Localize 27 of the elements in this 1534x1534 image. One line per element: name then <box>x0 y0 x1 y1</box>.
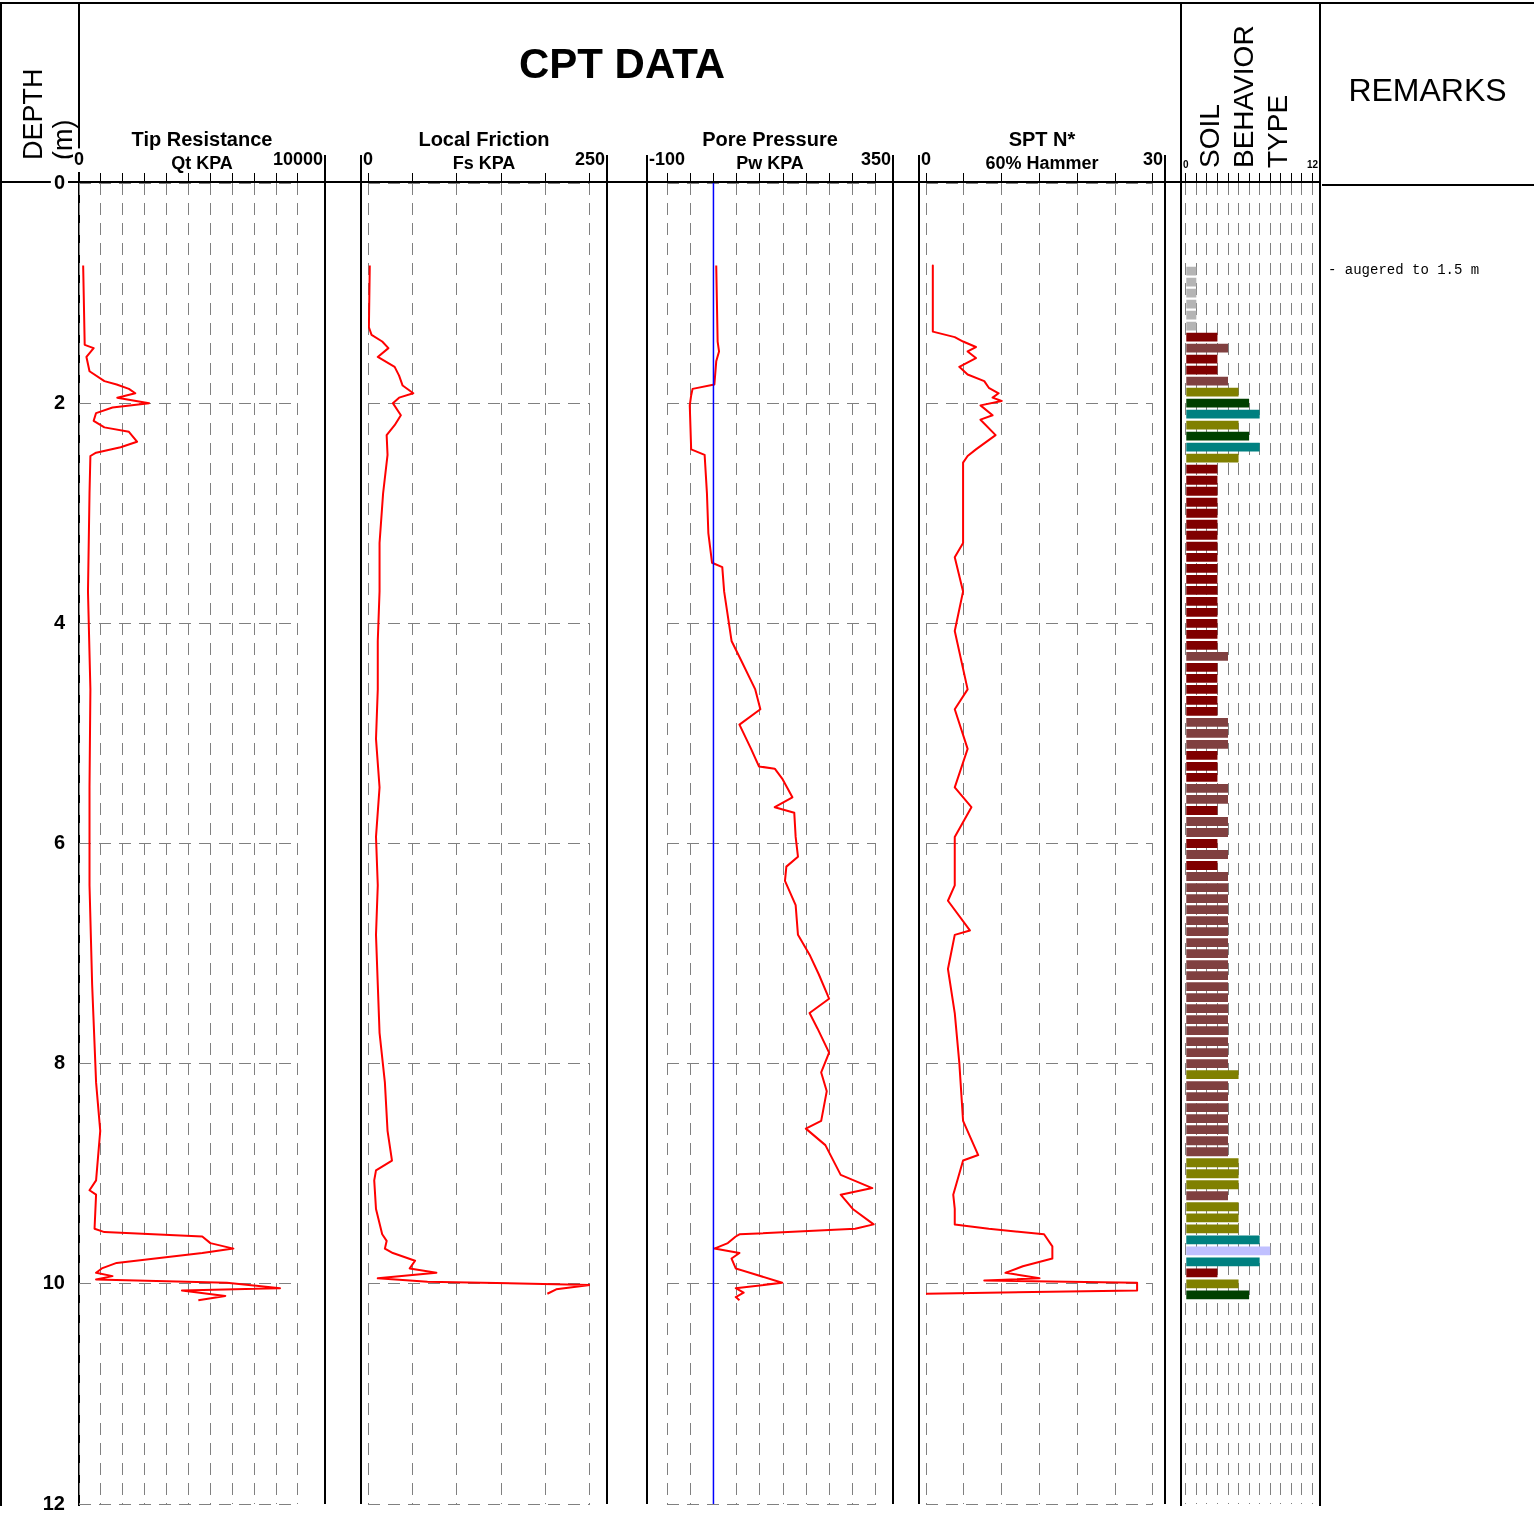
y-tick-label: 6 <box>53 831 65 854</box>
x-tick-label: 30 <box>1142 149 1163 170</box>
chart-title: SPT N* <box>1007 128 1077 151</box>
x-axis-title: Fs KPA <box>452 153 516 173</box>
x-tick-label: 0 <box>921 149 932 170</box>
text: CPT DATA <box>517 40 727 88</box>
x-axis-title: 60% Hammer <box>985 153 1099 173</box>
y-tick-label: 10 <box>42 1271 65 1294</box>
x-tick-label: -100 <box>649 149 686 170</box>
chart-title: SOIL BEHAVIOR TYPE <box>1193 24 1294 168</box>
x-tick-label: 350 <box>860 149 892 170</box>
y-tick-label: 12 <box>42 1491 65 1514</box>
chart-title: Local Friction <box>417 128 551 151</box>
y-tick-label: 4 <box>53 610 66 633</box>
x-tick-label: 250 <box>574 149 606 170</box>
x-tick-label: 0 <box>363 149 374 170</box>
x-tick-label: 10000 <box>272 149 323 170</box>
y-tick-label: 2 <box>53 390 65 413</box>
x-axis-title: Pw KPA <box>736 153 804 173</box>
y-tick-label: 8 <box>53 1051 65 1074</box>
text: - augered to 1.5 m <box>1328 262 1480 278</box>
chart-title: Pore Pressure <box>701 128 839 151</box>
x-axis-title: Qt KPA <box>171 153 233 173</box>
text: REMARKS <box>1347 72 1508 109</box>
x-tick-label: 12 <box>1306 158 1319 170</box>
chart-title: Tip Resistance <box>130 128 274 151</box>
x-tick-label: 0 <box>1183 158 1189 170</box>
